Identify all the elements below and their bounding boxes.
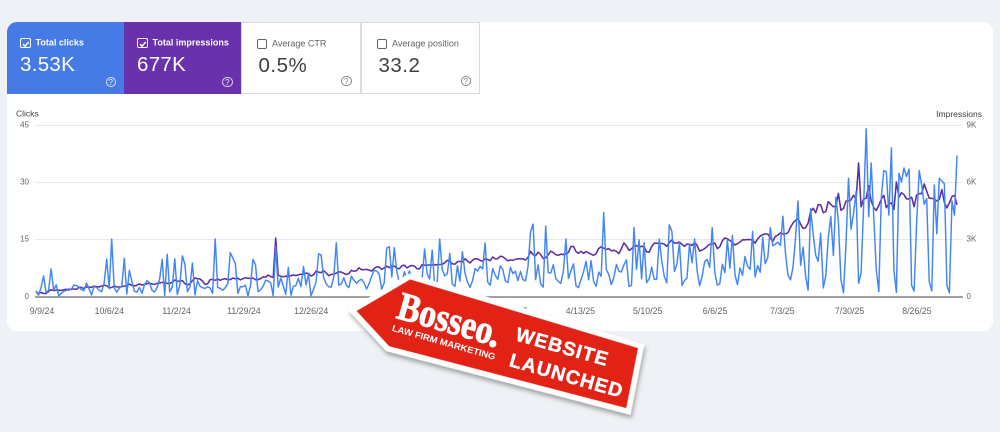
svg-text:3K: 3K bbox=[967, 235, 977, 244]
svg-text:7/30/25: 7/30/25 bbox=[835, 306, 864, 316]
svg-text:5/10/25: 5/10/25 bbox=[633, 306, 662, 316]
svg-text:4/13/25: 4/13/25 bbox=[566, 306, 595, 316]
svg-text:11/2/24: 11/2/24 bbox=[162, 306, 191, 316]
svg-text:10/6/24: 10/6/24 bbox=[95, 306, 124, 316]
svg-text:12/26/24: 12/26/24 bbox=[294, 306, 328, 316]
svg-text:Clicks: Clicks bbox=[16, 109, 39, 119]
svg-text:11/29/24: 11/29/24 bbox=[227, 306, 261, 316]
svg-text:45: 45 bbox=[20, 121, 29, 130]
svg-text:6/6/25: 6/6/25 bbox=[703, 306, 728, 316]
svg-text:7/3/25: 7/3/25 bbox=[770, 306, 795, 316]
svg-text:6K: 6K bbox=[967, 178, 977, 187]
svg-text:0: 0 bbox=[967, 292, 972, 301]
svg-text:9/9/24: 9/9/24 bbox=[30, 306, 55, 316]
svg-text:30: 30 bbox=[20, 178, 29, 187]
svg-text:9K: 9K bbox=[967, 121, 977, 130]
svg-text:8/26/25: 8/26/25 bbox=[902, 306, 931, 316]
svg-text:0: 0 bbox=[25, 292, 30, 301]
svg-text:Impressions: Impressions bbox=[936, 109, 982, 119]
svg-text:15: 15 bbox=[20, 235, 29, 244]
